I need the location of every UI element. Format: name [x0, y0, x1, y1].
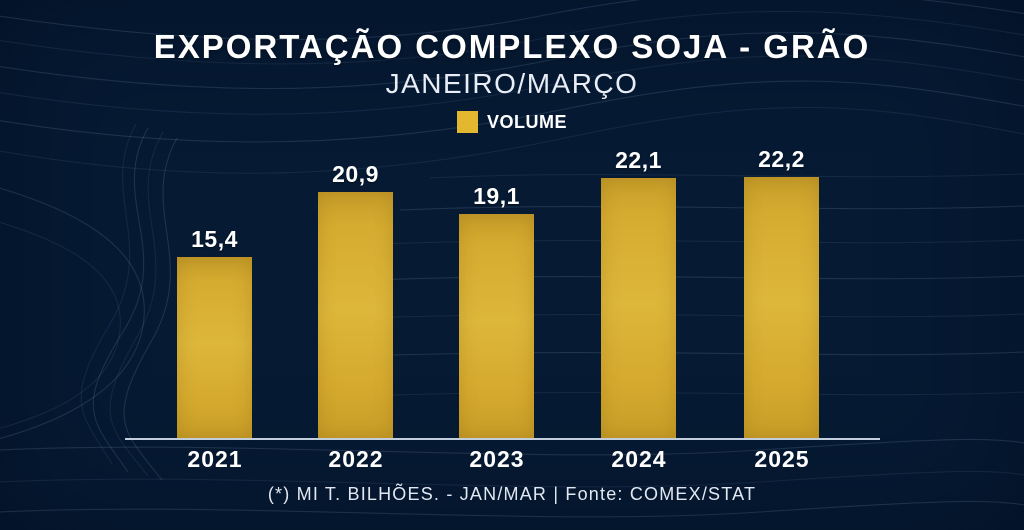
chart-title: EXPORTAÇÃO COMPLEXO SOJA - GRÃO [153, 28, 871, 65]
bar-value-label: 19,1 [473, 183, 520, 209]
bar-2025 [744, 177, 819, 438]
x-axis-tick-label-2024: 2024 [611, 446, 667, 472]
x-axis-baseline [125, 438, 880, 440]
bar-group-2023: 19,1 [459, 183, 534, 438]
legend-swatch-icon [456, 111, 478, 133]
source-note: (*) MI T. BILHÕES. - JAN/MAR | Fonte: CO… [267, 484, 757, 504]
bar-value-label: 20,9 [332, 161, 379, 187]
bar-2024 [601, 178, 676, 438]
bar-2023 [459, 214, 534, 438]
chart-subtitle: JANEIRO/MARÇO [385, 68, 639, 99]
bar-group-2022: 20,9 [318, 161, 393, 438]
x-axis-tick-label-2021: 2021 [187, 446, 243, 472]
bar-2021 [177, 257, 252, 438]
x-axis-tick-label-2025: 2025 [754, 446, 810, 472]
bar-value-label: 22,1 [615, 147, 662, 173]
bar-group-2024: 22,1 [601, 147, 676, 438]
legend-label: VOLUME [486, 111, 567, 132]
x-axis-tick-label-2023: 2023 [469, 446, 525, 472]
bar-2022 [318, 192, 393, 438]
x-axis-tick-label-2022: 2022 [328, 446, 384, 472]
bar-group-2025: 22,2 [744, 146, 819, 438]
bar-value-label: 22,2 [758, 146, 805, 172]
bar-group-2021: 15,4 [177, 226, 252, 438]
legend: VOLUME [0, 109, 1024, 135]
bar-value-label: 15,4 [191, 226, 238, 252]
